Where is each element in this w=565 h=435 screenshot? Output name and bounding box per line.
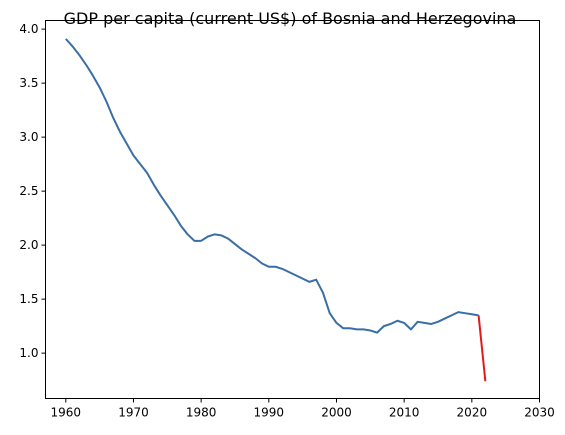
x-tick-label: 1960 — [51, 406, 82, 420]
y-tick-label: 3.5 — [19, 76, 38, 90]
series-line-1 — [477, 315, 487, 382]
chart-title: GDP per capita (current US$) of Bosnia a… — [64, 9, 517, 28]
plot-frame — [45, 20, 540, 399]
x-tick-label: 2030 — [524, 406, 555, 420]
series-line-0 — [65, 38, 479, 334]
x-axis: 1960 1970 1980 1990 2000 2010 2020 2030 — [51, 398, 555, 420]
x-tick-label: 1970 — [118, 406, 149, 420]
x-tick-label: 1990 — [254, 406, 285, 420]
x-tick-label: 2020 — [457, 406, 488, 420]
y-tick-label: 1.5 — [19, 292, 38, 306]
x-tick-label: 2000 — [321, 406, 352, 420]
y-tick-label: 1.0 — [19, 346, 38, 360]
y-axis: 1.0 1.5 2.0 2.5 3.0 3.5 4.0 — [19, 22, 46, 360]
x-tick-label: 2010 — [389, 406, 420, 420]
series-layer — [65, 38, 487, 382]
y-tick-label: 4.0 — [19, 22, 38, 36]
y-tick-label: 2.0 — [19, 238, 38, 252]
x-tick-label: 1980 — [186, 406, 217, 420]
y-tick-label: 2.5 — [19, 184, 38, 198]
y-tick-label: 3.0 — [19, 130, 38, 144]
